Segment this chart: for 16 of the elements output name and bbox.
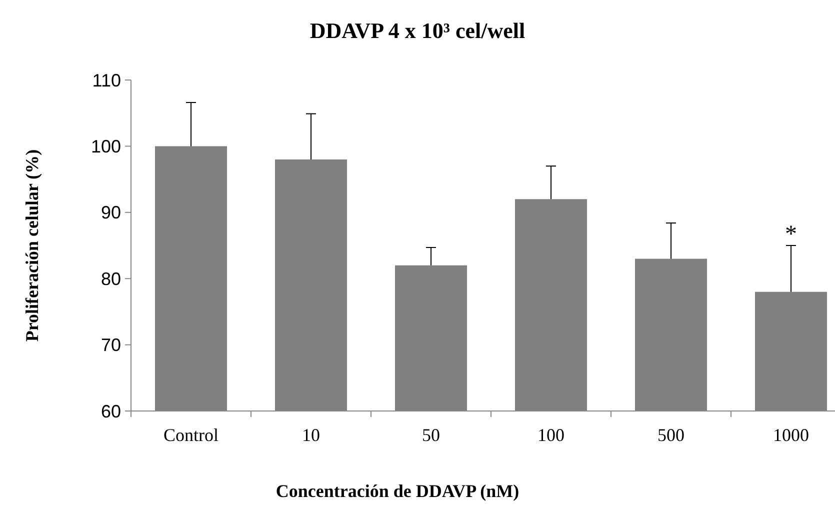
x-tick-label: Control — [163, 425, 219, 445]
y-tick-label: 110 — [92, 70, 121, 90]
y-axis-title: Proliferación celular (%) — [22, 149, 42, 342]
x-tick-label: 1000 — [773, 425, 809, 445]
y-tick-label: 70 — [100, 335, 121, 356]
x-tick-label: 50 — [422, 425, 440, 445]
y-tick-label: 80 — [100, 268, 121, 289]
chart-title: DDAVP 4 x 10³ cel/well — [310, 18, 526, 43]
x-tick-label: 10 — [302, 425, 320, 445]
x-axis-title: Concentración de DDAVP (nM) — [276, 481, 520, 501]
annotation: * — [785, 222, 797, 248]
y-tick-label: 90 — [100, 202, 121, 223]
x-tick-label: 500 — [658, 425, 684, 445]
x-tick-label: 100 — [538, 425, 564, 445]
y-tick-label: 60 — [100, 401, 121, 422]
y-tick-label: 100 — [90, 136, 121, 156]
